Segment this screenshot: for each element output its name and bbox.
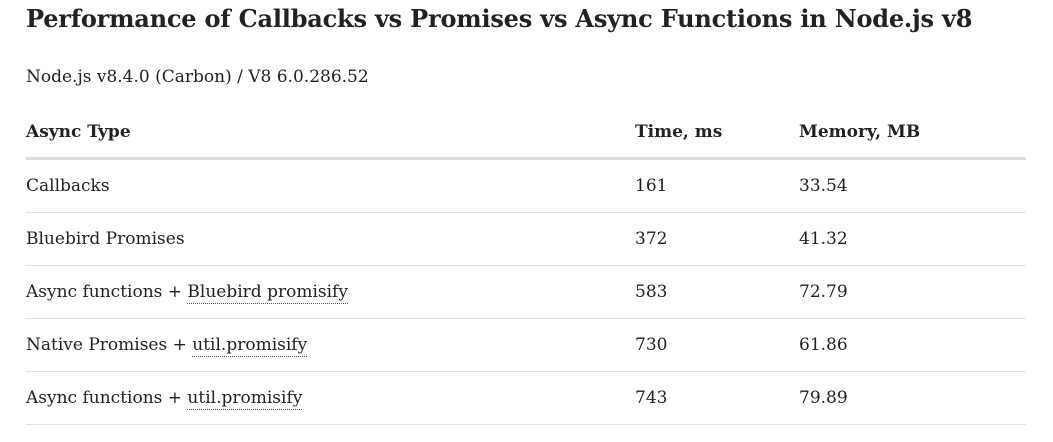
async-type-cell: Native Promises + util.promisify (26, 318, 635, 372)
version-subtitle: Node.js v8.4.0 (Carbon) / V8 6.0.286.52 (26, 67, 369, 87)
async-type-cell: Async functions + Bluebird promisify (26, 265, 635, 319)
time-cell: 583 (635, 265, 799, 319)
results-table: Async Type Time, ms Memory, MB Callbacks… (26, 107, 1026, 425)
memory-cell: 72.79 (799, 265, 1026, 319)
async-type-label: Async functions + (26, 282, 188, 302)
time-cell: 161 (635, 158, 799, 213)
async-type-label: Native Promises + (26, 335, 193, 355)
time-cell: 743 (635, 371, 799, 425)
table-header-row: Async Type Time, ms Memory, MB (26, 107, 1026, 160)
util-promisify-link[interactable]: util.promisify (187, 388, 303, 410)
async-type-cell: Callbacks (26, 158, 635, 213)
memory-cell: 61.86 (799, 318, 1026, 372)
page-title: Performance of Callbacks vs Promises vs … (26, 4, 973, 33)
async-type-label: Bluebird Promises (26, 229, 185, 249)
column-header-memory: Memory, MB (799, 107, 1026, 160)
table-row: Async functions + Bluebird promisify 583… (26, 265, 1026, 319)
time-cell: 372 (635, 212, 799, 266)
table-row: Native Promises + util.promisify 730 61.… (26, 318, 1026, 372)
util-promisify-link[interactable]: util.promisify (192, 335, 308, 357)
async-type-cell: Bluebird Promises (26, 212, 635, 266)
bluebird-promisify-link[interactable]: Bluebird promisify (187, 282, 348, 304)
table-row: Callbacks 161 33.54 (26, 158, 1026, 213)
table-row: Bluebird Promises 372 41.32 (26, 212, 1026, 266)
table-row: Async functions + util.promisify 743 79.… (26, 371, 1026, 425)
memory-cell: 79.89 (799, 371, 1026, 425)
async-type-label: Callbacks (26, 176, 110, 196)
column-header-async-type: Async Type (26, 107, 635, 160)
column-header-time: Time, ms (635, 107, 799, 160)
async-type-label: Async functions + (26, 388, 188, 408)
memory-cell: 33.54 (799, 158, 1026, 213)
memory-cell: 41.32 (799, 212, 1026, 266)
async-type-cell: Async functions + util.promisify (26, 371, 635, 425)
time-cell: 730 (635, 318, 799, 372)
